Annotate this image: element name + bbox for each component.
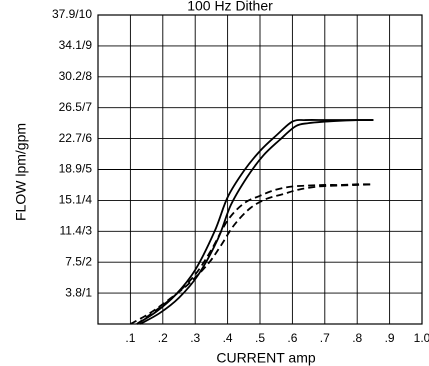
grid <box>97 14 423 325</box>
series-line-2-solid <box>139 119 374 325</box>
y-tick-label-6: 22.7/6 <box>59 131 93 145</box>
y-tick-label-10: 37.9/10 <box>52 7 92 21</box>
y-tick-label-2: 7.5/2 <box>65 254 92 268</box>
y-tick-label-5: 18.9/5 <box>59 162 93 176</box>
y-tick-label-7: 26.5/7 <box>59 100 93 114</box>
y-axis-title: FLOW lpm/gpm <box>13 123 29 221</box>
x-tick-label-1: .1 <box>125 331 135 345</box>
y-tick-label-1: 3.8/1 <box>65 285 92 299</box>
x-tick-label-6: .6 <box>287 331 297 345</box>
x-tick-label-3: .3 <box>190 331 200 345</box>
y-tick-label-9: 34.1/9 <box>59 38 93 52</box>
x-tick-label-8: .8 <box>352 331 362 345</box>
y-tick-labels: 3.8/1 7.5/2 11.4/3 15.1/4 18.9/5 22.7/6 26.5/7… <box>52 7 92 299</box>
x-tick-label-7: .7 <box>320 331 330 345</box>
x-tick-label-2: .2 <box>158 331 168 345</box>
series-line-4-dashed <box>129 183 374 325</box>
x-tick-label-5: .5 <box>255 331 265 345</box>
x-tick-labels: .1 .2 .3 .4 .5 .6 .7 .8 .9 1.0 <box>125 331 429 345</box>
x-tick-label-9: .9 <box>385 331 395 345</box>
x-tick-label-4: .4 <box>223 331 233 345</box>
x-tick-label-10: 1.0 <box>414 331 429 345</box>
y-tick-label-8: 30.2/8 <box>59 69 93 83</box>
series-lines <box>129 119 374 325</box>
x-axis-title: CURRENT amp <box>216 350 316 366</box>
y-tick-label-4: 15.1/4 <box>59 193 93 207</box>
y-tick-label-3: 11.4/3 <box>60 223 93 237</box>
chart-title: 100 Hz Dither <box>187 0 273 14</box>
